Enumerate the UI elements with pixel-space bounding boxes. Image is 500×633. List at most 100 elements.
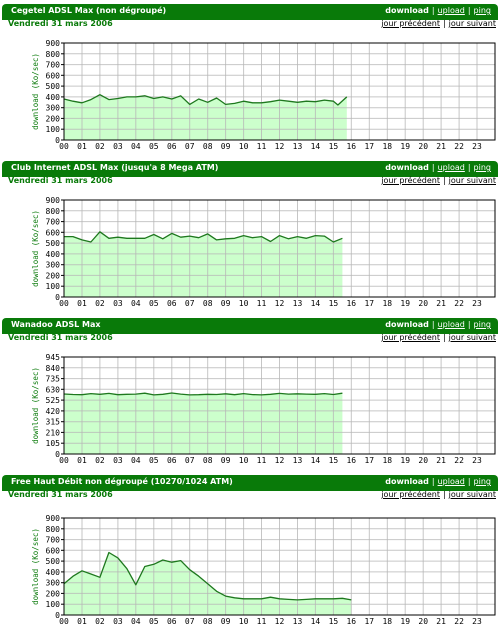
upload-link[interactable]: upload: [437, 6, 465, 15]
plot-frame: [63, 199, 496, 298]
separator: |: [442, 490, 446, 499]
x-tick-label: 16: [346, 142, 356, 151]
x-tick-label: 10: [239, 142, 249, 151]
x-tick-label: 11: [257, 617, 267, 626]
y-tick-label: 600: [46, 546, 61, 555]
x-tick-label: 09: [221, 142, 231, 151]
x-tick-label: 21: [436, 617, 446, 626]
download-link[interactable]: download: [385, 320, 429, 329]
view-links: download | upload | ping: [385, 318, 491, 332]
panel-header: Cegetel ADSL Max (non dégroupé) download…: [2, 4, 498, 18]
panel-title: Wanadoo ADSL Max: [11, 320, 101, 329]
x-tick-label: 19: [400, 299, 410, 308]
series-area: [64, 94, 347, 140]
x-tick-label: 08: [203, 617, 213, 626]
x-tick-label: 01: [77, 142, 87, 151]
x-tick-label: 19: [400, 142, 410, 151]
download-link[interactable]: download: [385, 163, 429, 172]
x-tick-label: 00: [59, 456, 69, 465]
next-day-link[interactable]: jour suivant: [448, 176, 496, 185]
chart-date: Vendredi 31 mars 2006: [8, 490, 113, 499]
previous-day-link[interactable]: jour précédent: [381, 19, 440, 28]
x-tick-label: 00: [59, 142, 69, 151]
series-area: [64, 393, 343, 454]
y-tick-label: 300: [46, 104, 61, 113]
panel-header: Free Haut Débit non dégroupé (10270/1024…: [2, 475, 498, 489]
x-tick-label: 20: [418, 299, 428, 308]
x-tick-label: 17: [364, 456, 374, 465]
x-tick-label: 02: [95, 456, 105, 465]
ping-link[interactable]: ping: [473, 477, 491, 486]
download-link[interactable]: download: [385, 6, 429, 15]
x-tick-label: 14: [311, 299, 321, 308]
x-tick-label: 13: [293, 142, 303, 151]
x-tick-label: 21: [436, 456, 446, 465]
y-tick-label: 200: [46, 114, 61, 123]
y-tick-label: 700: [46, 61, 61, 70]
y-tick-label: 200: [46, 589, 61, 598]
next-day-link[interactable]: jour suivant: [448, 333, 496, 342]
x-tick-label: 10: [239, 299, 249, 308]
download-link[interactable]: download: [385, 477, 429, 486]
previous-day-link[interactable]: jour précédent: [381, 333, 440, 342]
y-tick-label: 700: [46, 218, 61, 227]
y-tick-label: 900: [46, 196, 61, 205]
y-axis-label: download (Ko/sec): [31, 367, 40, 444]
separator: |: [431, 163, 435, 172]
ping-link[interactable]: ping: [473, 6, 491, 15]
x-tick-label: 03: [113, 456, 123, 465]
x-tick-label: 11: [257, 456, 267, 465]
x-tick-label: 02: [95, 617, 105, 626]
x-tick-label: 06: [167, 456, 177, 465]
x-tick-label: 22: [454, 456, 464, 465]
x-tick-label: 13: [293, 617, 303, 626]
chart-panel-free: Free Haut Débit non dégroupé (10270/1024…: [2, 475, 498, 631]
header-rule: [2, 489, 498, 491]
separator: |: [442, 19, 446, 28]
x-tick-label: 22: [454, 617, 464, 626]
x-tick-label: 09: [221, 456, 231, 465]
x-tick-label: 01: [77, 617, 87, 626]
previous-day-link[interactable]: jour précédent: [381, 490, 440, 499]
separator: |: [467, 163, 471, 172]
x-tick-label: 09: [221, 299, 231, 308]
x-tick-label: 15: [329, 456, 339, 465]
day-navigation: jour précédent | jour suivant: [381, 176, 496, 185]
x-tick-label: 01: [77, 299, 87, 308]
day-navigation: jour précédent | jour suivant: [381, 19, 496, 28]
y-tick-label: 735: [46, 375, 61, 384]
x-tick-label: 04: [131, 142, 141, 151]
x-tick-label: 19: [400, 456, 410, 465]
y-tick-label: 800: [46, 525, 61, 534]
upload-link[interactable]: upload: [437, 320, 465, 329]
y-tick-label: 525: [46, 396, 61, 405]
y-tick-label: 800: [46, 207, 61, 216]
separator: |: [431, 320, 435, 329]
panel-header: Wanadoo ADSL Max download | upload | ping: [2, 318, 498, 332]
y-tick-label: 840: [46, 364, 61, 373]
upload-link[interactable]: upload: [437, 477, 465, 486]
x-tick-label: 23: [472, 299, 482, 308]
x-tick-label: 16: [346, 299, 356, 308]
separator: |: [467, 6, 471, 15]
x-tick-label: 05: [149, 142, 159, 151]
x-tick-label: 04: [131, 617, 141, 626]
y-tick-label: 200: [46, 271, 61, 280]
x-tick-label: 05: [149, 617, 159, 626]
plot-frame: [63, 42, 496, 141]
y-tick-label: 500: [46, 557, 61, 566]
ping-link[interactable]: ping: [473, 163, 491, 172]
next-day-link[interactable]: jour suivant: [448, 490, 496, 499]
x-tick-label: 06: [167, 617, 177, 626]
previous-day-link[interactable]: jour précédent: [381, 176, 440, 185]
y-axis-label: download (Ko/sec): [31, 528, 40, 605]
series-line: [64, 231, 343, 243]
ping-link[interactable]: ping: [473, 320, 491, 329]
day-navigation: jour précédent | jour suivant: [381, 490, 496, 499]
y-tick-label: 600: [46, 71, 61, 80]
y-tick-label: 105: [46, 439, 61, 448]
upload-link[interactable]: upload: [437, 163, 465, 172]
next-day-link[interactable]: jour suivant: [448, 19, 496, 28]
